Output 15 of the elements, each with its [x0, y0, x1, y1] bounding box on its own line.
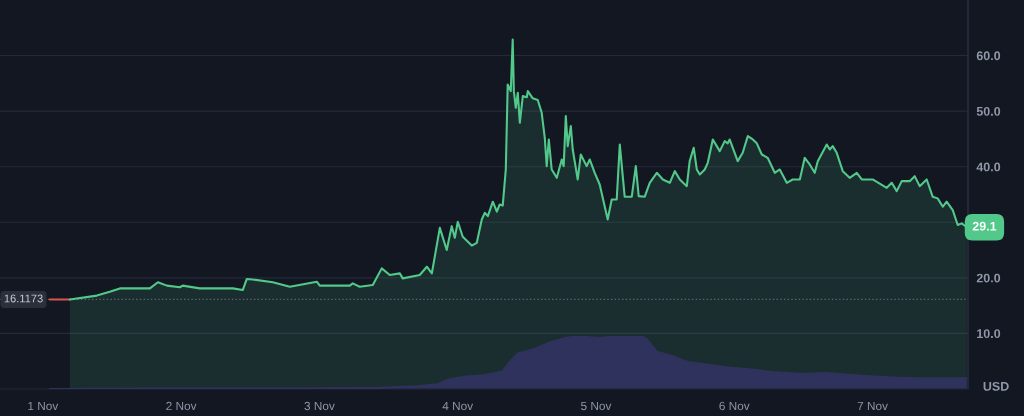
y-tick-label: 20.0 — [976, 273, 1001, 283]
y-tick-label: 10.0 — [977, 329, 1001, 339]
x-tick-label: 2 Nov — [166, 401, 197, 411]
y-tick-label: 40.0 — [976, 162, 1001, 172]
ref-line-label: 16.1173 — [4, 294, 43, 303]
annotation: 29.1 — [972, 221, 997, 231]
y-tick-label: 50.0 — [976, 106, 1001, 116]
y-tick-label: 60.0 — [976, 51, 1001, 61]
x-tick-label: 1 Nov — [28, 401, 59, 411]
x-tick-label: 4 Nov — [442, 401, 474, 411]
x-tick-label: 7 Nov — [857, 401, 888, 411]
x-tick-label: 5 Nov — [581, 401, 612, 411]
x-tick-label: 3 Nov — [304, 401, 335, 411]
x-tick-label: 6 Nov — [719, 401, 750, 411]
y-axis-title: USD — [983, 381, 1009, 391]
